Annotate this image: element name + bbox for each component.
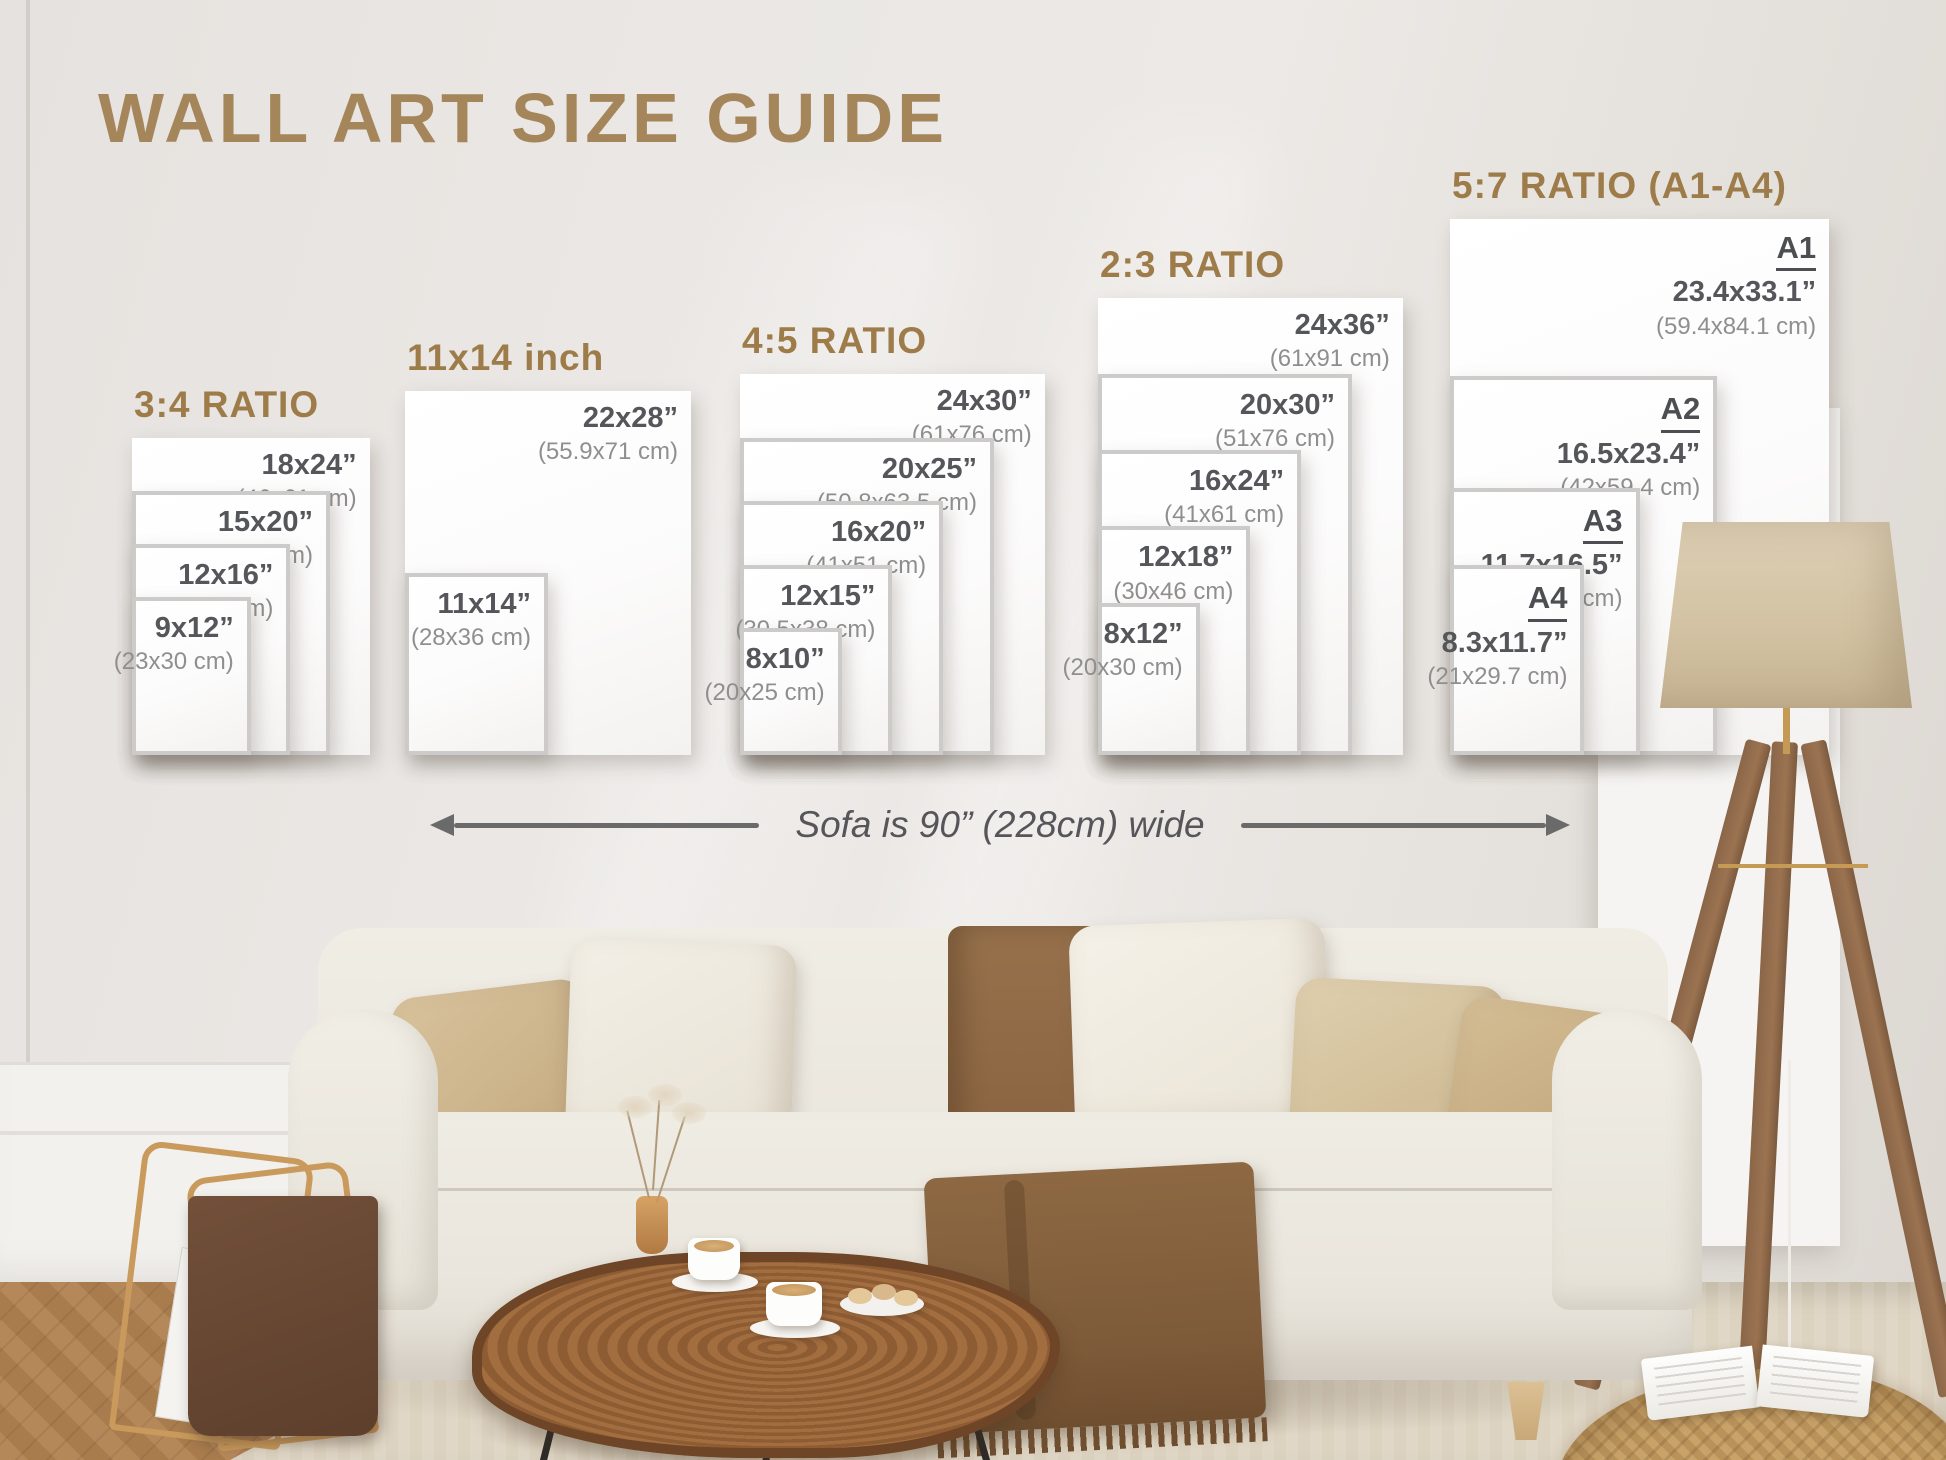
dried-flower-bloom bbox=[672, 1102, 706, 1124]
size-label: A1 23.4x33.1” (59.4x84.1 cm) bbox=[1656, 228, 1817, 343]
group-heading: 11x14 inch bbox=[407, 337, 605, 378]
size-inches: 16x24” bbox=[1189, 465, 1285, 498]
lamp-brace bbox=[1718, 864, 1868, 868]
size-frame: 9x12” (23x30 cm) bbox=[114, 596, 251, 755]
arrow-right-icon bbox=[1546, 814, 1571, 836]
size-label: A4 8.3x11.7” (21x29.7 cm) bbox=[1427, 578, 1568, 693]
size-frame: 8x12” (20x30 cm) bbox=[1063, 602, 1200, 755]
sofa-width-arrow: Sofa is 90” (228cm) wide bbox=[430, 804, 1571, 846]
macaron bbox=[894, 1290, 918, 1306]
arrow-line-left bbox=[454, 822, 760, 828]
size-inches: 8x10” bbox=[745, 643, 825, 675]
size-inches: 11x14” bbox=[437, 588, 531, 620]
size-inches: 20x30” bbox=[1239, 388, 1335, 421]
latte-foam bbox=[694, 1240, 734, 1252]
macaron bbox=[872, 1284, 896, 1300]
size-centimeters: (61x91 cm) bbox=[1269, 344, 1390, 372]
paper-size-name: A1 bbox=[1776, 228, 1817, 272]
book-text-lines bbox=[1653, 1357, 1747, 1410]
size-label: 20x25”(50.8x63.5 cm) bbox=[817, 451, 977, 519]
paper-size-name: A2 bbox=[1660, 389, 1701, 433]
size-inches: 23.4x33.1” bbox=[1672, 276, 1817, 309]
size-group: 2:3 RATIO 24x36” (61x91 cm) 20x30” (51x76 cm… bbox=[1063, 244, 1403, 755]
sofa-armrest-right bbox=[1552, 1010, 1702, 1310]
size-label: 9x12” (23x30 cm) bbox=[114, 610, 234, 678]
group-heading: 5:7 RATIO (A1-A4) bbox=[1452, 164, 1787, 206]
size-inches: 20x25” bbox=[881, 452, 977, 485]
sofa-width-note: Sofa is 90” (228cm) wide bbox=[795, 804, 1205, 845]
size-centimeters: (23x30 cm) bbox=[113, 647, 234, 675]
size-frame: 11x14” (28x36 cm) bbox=[405, 573, 548, 755]
group-heading: 2:3 RATIO bbox=[1100, 243, 1286, 285]
dried-flower-bloom bbox=[618, 1096, 652, 1118]
size-inches: 8.3x11.7” bbox=[1441, 627, 1568, 660]
paper-size-name: A3 bbox=[1582, 501, 1623, 545]
group-heading: 4:5 RATIO bbox=[742, 320, 928, 361]
latte-foam bbox=[772, 1284, 816, 1296]
size-label: 22x28” (55.9x71 cm) bbox=[538, 400, 678, 468]
arrow-left-icon bbox=[430, 814, 454, 836]
size-inches: 24x36” bbox=[1294, 308, 1390, 341]
size-inches: 16.5x23.4” bbox=[1556, 437, 1701, 470]
page-title: WALL ART SIZE GUIDE bbox=[98, 79, 948, 157]
rack-leather-sling bbox=[188, 1196, 378, 1436]
size-centimeters: (30x46 cm) bbox=[1113, 577, 1234, 605]
size-inches: 8x12” bbox=[1103, 617, 1183, 650]
size-inches: 15x20” bbox=[217, 505, 313, 538]
size-label: 8x12” (20x30 cm) bbox=[1063, 616, 1183, 684]
size-centimeters: (41x61 cm) bbox=[1164, 501, 1285, 529]
size-label: 11x14” (28x36 cm) bbox=[411, 586, 531, 654]
size-centimeters: (20x30 cm) bbox=[1062, 653, 1183, 681]
dried-flower-bloom bbox=[648, 1084, 682, 1106]
size-centimeters: (21x29.7 cm) bbox=[1427, 663, 1568, 691]
group-heading: 3:4 RATIO bbox=[134, 384, 320, 426]
size-inches: 9x12” bbox=[154, 611, 234, 644]
size-inches: 18x24” bbox=[261, 449, 357, 482]
size-label: 16x24” (41x61 cm) bbox=[1164, 463, 1284, 531]
lamp-cord bbox=[1788, 1060, 1791, 1400]
size-label: 12x18” (30x46 cm) bbox=[1113, 539, 1233, 607]
size-inches: 16x20” bbox=[831, 516, 927, 548]
size-frame: A4 8.3x11.7” (21x29.7 cm) bbox=[1427, 565, 1585, 755]
size-frame: 8x10” (20x25 cm) bbox=[705, 628, 842, 755]
lamp-stem bbox=[1783, 706, 1790, 754]
book-text-lines bbox=[1769, 1355, 1862, 1407]
arrow-line-right bbox=[1240, 822, 1547, 828]
size-label: 8x10” (20x25 cm) bbox=[705, 641, 825, 709]
size-inches: 24x30” bbox=[936, 385, 1032, 417]
size-inches: 12x16” bbox=[178, 558, 274, 591]
open-book-right-page bbox=[1756, 1344, 1875, 1418]
size-centimeters: (59.4x84.1 cm) bbox=[1656, 312, 1817, 340]
size-centimeters: (51x76 cm) bbox=[1214, 425, 1335, 453]
size-inches: 22x28” bbox=[582, 402, 678, 434]
size-group: 11x14 inch 22x28” (55.9x71 cm) 11x14” (28x36… bbox=[405, 337, 691, 755]
size-centimeters: (55.9x71 cm) bbox=[537, 438, 678, 466]
size-centimeters: (20x25 cm) bbox=[704, 679, 825, 707]
paper-size-name: A4 bbox=[1527, 578, 1568, 623]
lamp-shade bbox=[1660, 522, 1912, 708]
size-centimeters: (28x36 cm) bbox=[410, 624, 531, 652]
size-label: 20x30” (51x76 cm) bbox=[1215, 387, 1335, 455]
size-label: 24x36” (61x91 cm) bbox=[1270, 307, 1390, 375]
size-group: 5:7 RATIO (A1-A4) A1 23.4x33.1” (59.4x84.1 … bbox=[1427, 165, 1830, 755]
flower-vase bbox=[636, 1196, 668, 1254]
wall-corner-line bbox=[26, 0, 30, 1300]
macaron bbox=[848, 1288, 872, 1304]
size-inches: 12x18” bbox=[1138, 541, 1234, 574]
size-inches: 12x15” bbox=[780, 579, 876, 612]
